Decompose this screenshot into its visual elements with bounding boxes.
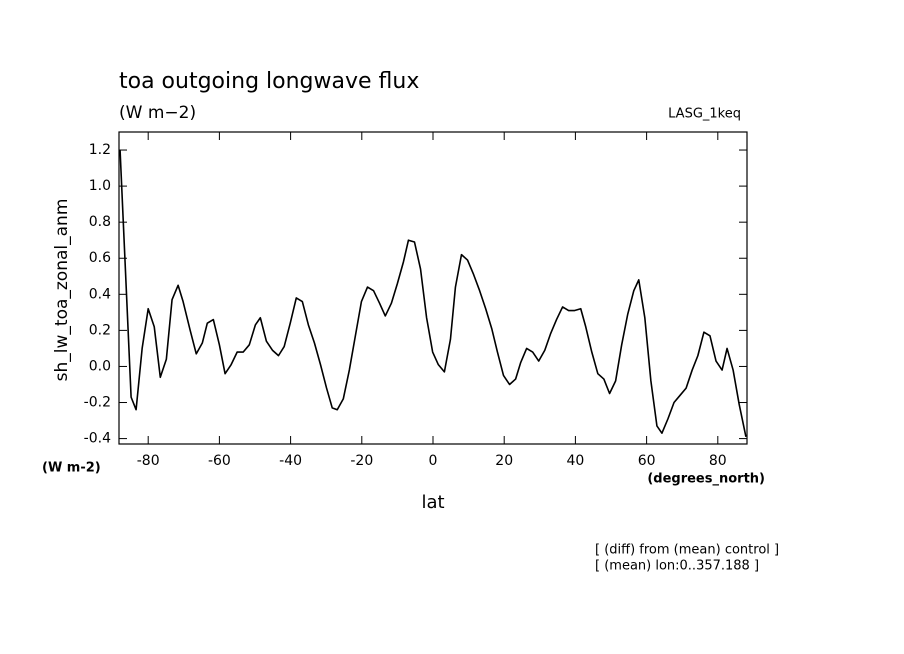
y-tick-label: 1.0 xyxy=(89,178,111,194)
y-tick-label: -0.4 xyxy=(84,431,111,447)
dataset-label: LASG_1keq xyxy=(668,107,741,122)
x-units: (degrees_north) xyxy=(647,472,765,487)
chart-subtitle: (W m−2) xyxy=(119,103,196,123)
y-tick-label: 0.4 xyxy=(89,286,111,302)
note: [ (diff) from (mean) control ] xyxy=(595,543,779,558)
y-tick-label: 1.2 xyxy=(89,142,111,158)
data-line xyxy=(119,149,747,437)
x-tick-label: -20 xyxy=(350,453,373,469)
note: [ (mean) lon:0..357.188 ] xyxy=(595,559,759,574)
x-tick-label: 0 xyxy=(429,453,438,469)
y-tick-label: 0.6 xyxy=(89,250,111,266)
y-tick-label: -0.2 xyxy=(84,395,111,411)
x-tick-label: 40 xyxy=(566,453,584,469)
x-axis-label: lat xyxy=(421,492,444,513)
x-tick-label: -40 xyxy=(279,453,302,469)
x-tick-label: -80 xyxy=(137,453,160,469)
y-tick-label: 0.2 xyxy=(89,322,111,338)
x-tick-label: 20 xyxy=(495,453,513,469)
y-units: (W m-2) xyxy=(42,461,101,476)
y-tick-label: 0.8 xyxy=(89,214,111,230)
x-tick-label: 60 xyxy=(638,453,656,469)
y-axis-label: sh_lw_toa_zonal_anm xyxy=(52,199,72,382)
x-tick-label: 80 xyxy=(709,453,727,469)
chart-title: toa outgoing longwave flux xyxy=(119,69,419,94)
y-tick-label: 0.0 xyxy=(89,358,111,374)
x-tick-label: -60 xyxy=(208,453,231,469)
